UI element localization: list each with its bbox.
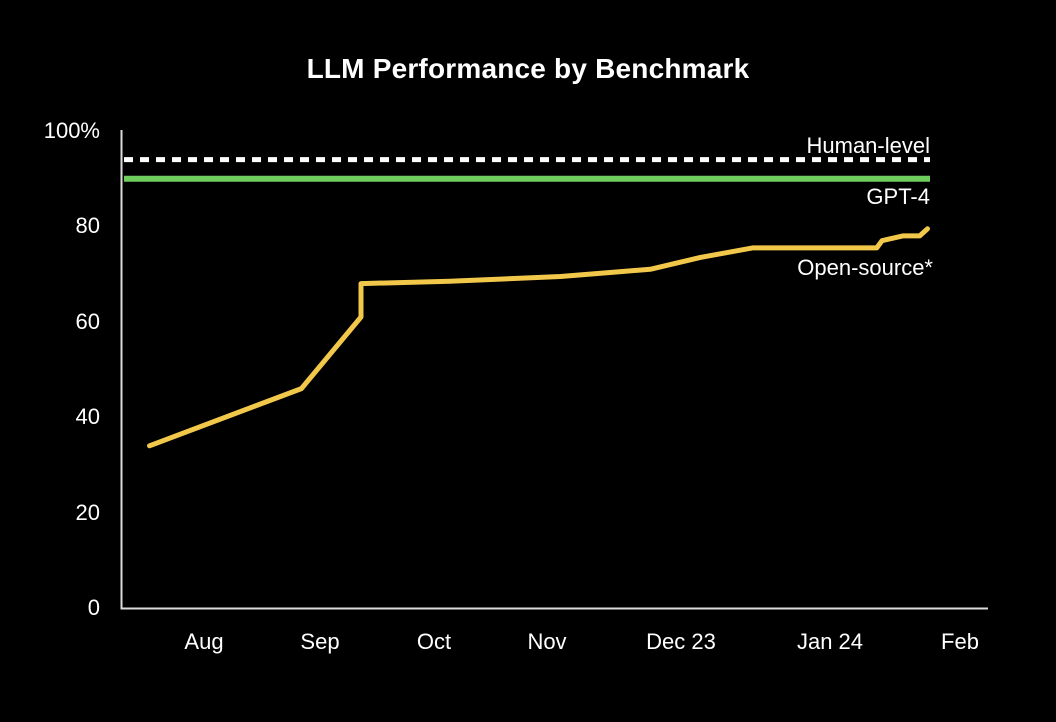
annotation-gpt-4: GPT-4 — [866, 184, 930, 209]
y-axis-tick-label: 60 — [75, 308, 100, 334]
annotation-human-level: Human-level — [806, 133, 931, 158]
y-axis-tick-label: 40 — [75, 404, 100, 430]
y-axis-tick-label: 0 — [87, 595, 100, 620]
x-axis-tick-label: Aug — [184, 629, 224, 654]
y-axis-tick-label: 20 — [75, 499, 100, 525]
x-axis-tick-label: Dec 23 — [646, 629, 716, 654]
open-source--series-line — [147, 226, 930, 449]
axis-lines — [120, 130, 988, 610]
annotation-open-source: Open-source* — [797, 255, 933, 280]
y-axis-tick-label: 100% — [43, 118, 100, 143]
x-axis-tick-label: Oct — [416, 629, 452, 654]
chart-title: LLM Performance by Benchmark — [306, 53, 750, 84]
x-axis-tick-label: Jan 24 — [796, 629, 864, 654]
x-axis-tick-label: Nov — [527, 629, 567, 654]
x-axis-tick-label: Sep — [300, 629, 340, 654]
y-axis-tick-label: 80 — [75, 213, 100, 239]
x-axis-tick-label: Feb — [941, 629, 979, 654]
